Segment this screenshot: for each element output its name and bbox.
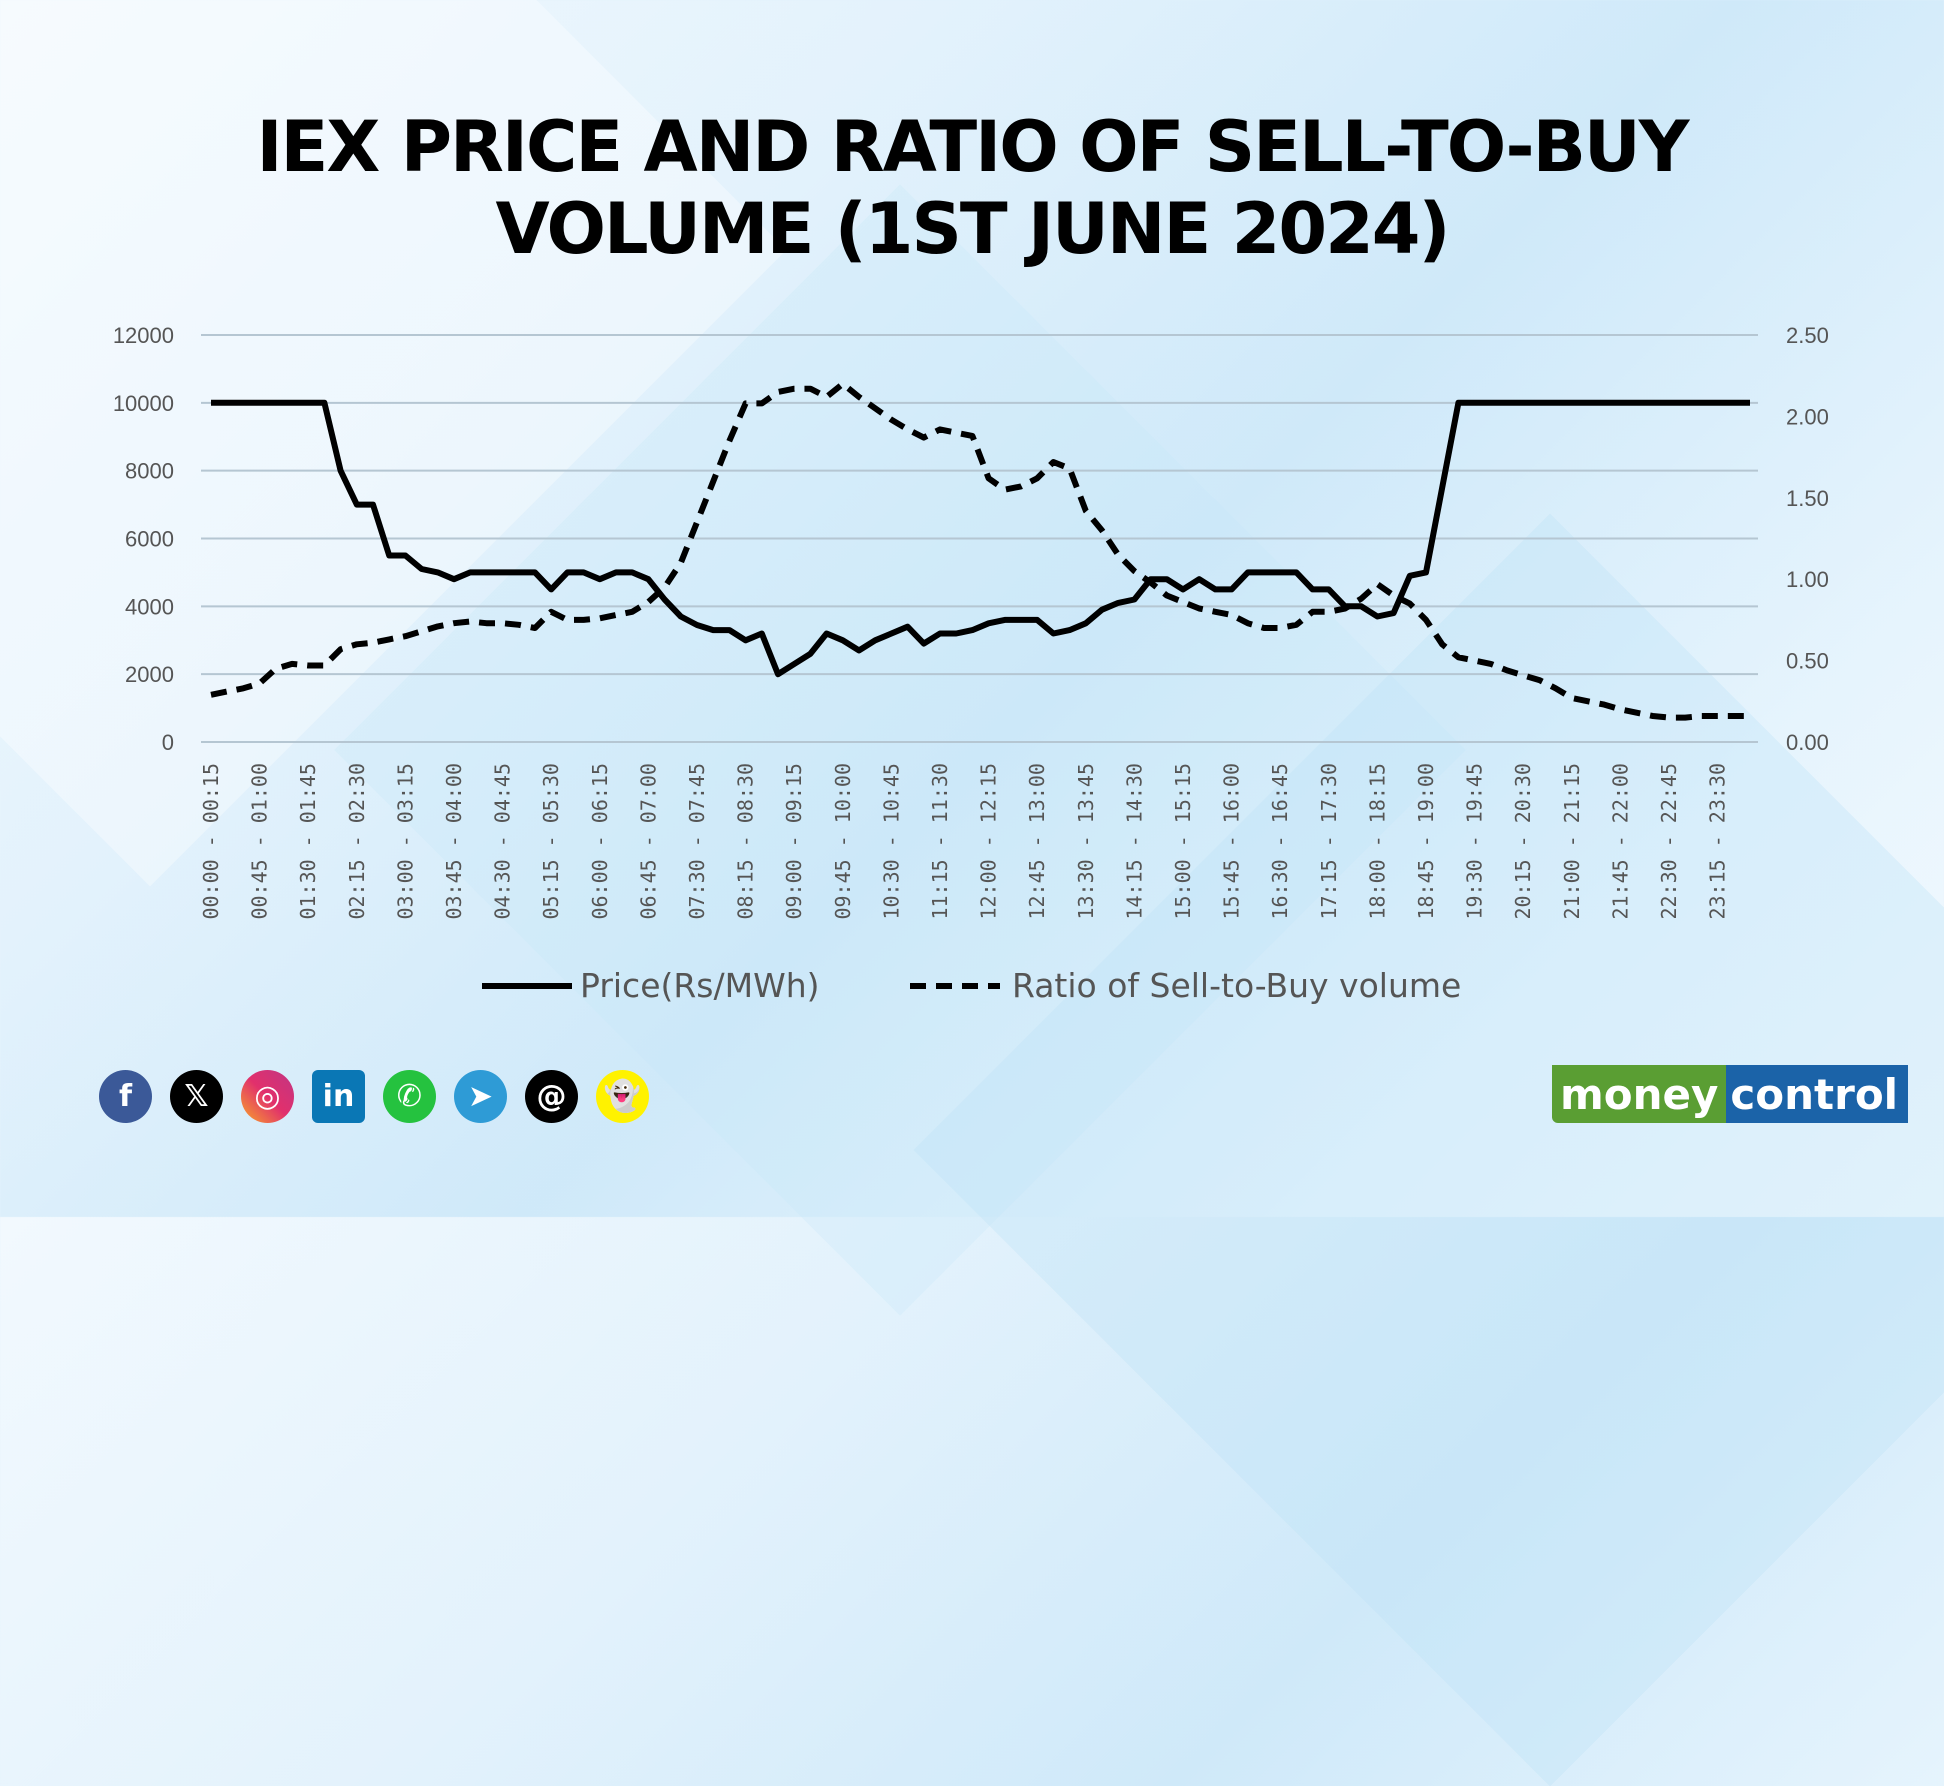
y-left-tick-label: 8000 — [125, 459, 174, 484]
x-tick-label: 15:00 - 15:15 — [1171, 763, 1195, 920]
y-right-tick-label: 0.50 — [1786, 649, 1829, 674]
legend-price-label: Price(Rs/MWh) — [580, 966, 820, 1005]
y-left-tick-label: 6000 — [125, 527, 174, 552]
x-tick-label: 06:00 - 06:15 — [588, 763, 612, 920]
y-left-tick-label: 12000 — [113, 323, 174, 348]
x-tick-label: 11:15 - 11:30 — [928, 763, 952, 920]
x-tick-label: 18:00 - 18:15 — [1365, 763, 1389, 920]
telegram-icon[interactable]: ➤ — [454, 1070, 507, 1123]
x-tick-label: 02:15 - 02:30 — [345, 763, 369, 920]
y-left-tick-label: 10000 — [113, 391, 174, 416]
x-tick-label: 15:45 - 16:00 — [1220, 763, 1244, 920]
x-tick-label: 03:00 - 03:15 — [393, 763, 417, 920]
logo-part-control: control — [1726, 1065, 1908, 1123]
x-icon[interactable]: 𝕏 — [170, 1070, 223, 1123]
x-tick-label: 22:30 - 22:45 — [1657, 763, 1681, 920]
x-tick-label: 00:00 - 00:15 — [199, 763, 223, 920]
x-tick-label: 00:45 - 01:00 — [248, 763, 272, 920]
facebook-icon[interactable]: f — [99, 1070, 152, 1123]
x-tick-label: 05:15 - 05:30 — [539, 763, 563, 920]
x-tick-label: 10:30 - 10:45 — [879, 763, 903, 920]
x-tick-label: 23:15 - 23:30 — [1706, 763, 1730, 920]
x-tick-label: 21:00 - 21:15 — [1560, 763, 1584, 920]
legend-ratio-label: Ratio of Sell-to-Buy volume — [1012, 966, 1461, 1005]
threads-icon[interactable]: @ — [525, 1070, 578, 1123]
snapchat-icon[interactable]: 👻 — [596, 1070, 649, 1123]
x-tick-label: 17:15 - 17:30 — [1317, 763, 1341, 920]
y-left-tick-label: 4000 — [125, 594, 174, 619]
y-left-tick-label: 2000 — [125, 662, 174, 687]
y-right-tick-label: 1.00 — [1786, 567, 1829, 592]
x-tick-label: 12:45 - 13:00 — [1025, 763, 1049, 920]
x-tick-label: 18:45 - 19:00 — [1414, 763, 1438, 920]
x-tick-label: 04:30 - 04:45 — [491, 763, 515, 920]
x-tick-label: 13:30 - 13:45 — [1074, 763, 1098, 920]
y-right-tick-label: 1.50 — [1786, 486, 1829, 511]
y-right-tick-label: 2.50 — [1786, 323, 1829, 348]
x-tick-label: 07:30 - 07:45 — [685, 763, 709, 920]
ratio-line — [211, 384, 1750, 718]
instagram-icon[interactable]: ◎ — [241, 1070, 294, 1123]
x-tick-label: 12:00 - 12:15 — [977, 763, 1001, 920]
x-tick-label: 03:45 - 04:00 — [442, 763, 466, 920]
y-right-tick-label: 0.00 — [1786, 730, 1829, 755]
y-left-tick-label: 0 — [162, 730, 174, 755]
line-chart: 0 2000 4000 6000 8000 10000 12000 0.00 0.50 1.00 1… — [0, 0, 1944, 1217]
x-tick-label: 01:30 - 01:45 — [296, 763, 320, 920]
x-tick-label: 09:45 - 10:00 — [831, 763, 855, 920]
logo-part-money: money — [1552, 1065, 1726, 1123]
whatsapp-icon[interactable]: ✆ — [383, 1070, 436, 1123]
x-tick-label: 19:30 - 19:45 — [1463, 763, 1487, 920]
x-tick-label: 20:15 - 20:30 — [1511, 763, 1535, 920]
x-tick-label: 14:15 - 14:30 — [1122, 763, 1146, 920]
linkedin-icon[interactable]: in — [312, 1070, 365, 1123]
x-tick-label: 08:15 - 08:30 — [734, 763, 758, 920]
y-right-tick-label: 2.00 — [1786, 404, 1829, 429]
moneycontrol-logo: money control — [1552, 1065, 1908, 1123]
x-tick-label: 21:45 - 22:00 — [1608, 763, 1632, 920]
x-tick-label: 06:45 - 07:00 — [636, 763, 660, 920]
x-tick-label: 09:00 - 09:15 — [782, 763, 806, 920]
x-tick-label: 16:30 - 16:45 — [1268, 763, 1292, 920]
